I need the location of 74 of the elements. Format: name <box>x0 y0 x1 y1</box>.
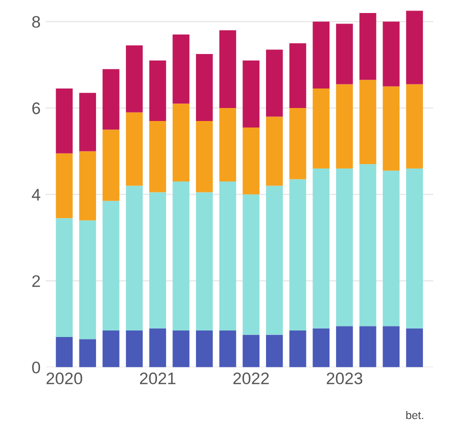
bar <box>102 130 120 201</box>
bar <box>359 164 376 326</box>
bar <box>242 60 260 128</box>
bar <box>219 181 236 330</box>
x-tick-label: 2022 <box>233 372 269 384</box>
bar <box>149 120 166 192</box>
bar <box>196 120 213 192</box>
bar <box>242 334 260 368</box>
bar <box>56 218 73 337</box>
bar <box>336 24 353 84</box>
bar <box>126 45 143 112</box>
text: bet. <box>406 410 424 420</box>
bar <box>172 34 190 104</box>
bar <box>382 86 400 171</box>
bar <box>336 84 353 168</box>
bar <box>56 153 73 218</box>
bar <box>79 339 96 368</box>
bar <box>102 200 120 330</box>
bar <box>242 127 260 194</box>
bar <box>79 220 96 340</box>
bar <box>79 151 96 220</box>
bar <box>359 12 376 80</box>
bar <box>126 112 143 186</box>
bar <box>312 88 330 168</box>
bar <box>266 186 283 335</box>
x-tick-label: 2021 <box>140 372 176 384</box>
bar <box>219 108 236 182</box>
bar <box>382 170 400 326</box>
bar <box>359 80 376 164</box>
x-tick-label: 2020 <box>46 372 82 384</box>
bar <box>126 330 143 368</box>
bar <box>312 168 330 328</box>
y-tick-label: 0 <box>32 362 40 374</box>
bar <box>382 326 400 368</box>
bar <box>102 69 120 130</box>
bar <box>382 22 400 86</box>
bar <box>149 192 166 328</box>
bar <box>312 22 330 89</box>
bar <box>172 104 190 182</box>
y-tick-label: 8 <box>32 16 40 28</box>
bar <box>149 328 166 368</box>
y-tick-label: 2 <box>32 275 40 287</box>
bar <box>172 181 190 330</box>
bar <box>126 186 143 330</box>
bar <box>196 330 213 368</box>
bar <box>219 30 236 108</box>
bar <box>289 330 306 368</box>
bar <box>266 116 283 186</box>
bar <box>406 328 423 368</box>
bar <box>149 60 166 121</box>
bar <box>289 108 306 180</box>
bar <box>219 330 236 368</box>
y-tick-label: 6 <box>32 102 40 114</box>
bar <box>406 10 423 84</box>
bar <box>266 334 283 368</box>
bar <box>406 168 423 328</box>
bar <box>289 43 306 108</box>
x-tick-label: 2023 <box>326 372 362 384</box>
bar <box>359 326 376 368</box>
bar <box>336 168 353 326</box>
bar <box>336 326 353 368</box>
y-tick-label: 4 <box>32 188 40 200</box>
bar <box>312 328 330 368</box>
bar <box>56 336 73 368</box>
bar <box>196 192 213 330</box>
bar <box>56 88 73 154</box>
bar <box>102 330 120 368</box>
bar <box>289 179 306 330</box>
bar <box>172 330 190 368</box>
bar <box>79 92 96 152</box>
bar <box>406 84 423 168</box>
bar <box>196 54 213 121</box>
bar <box>242 194 260 335</box>
bar <box>266 50 283 117</box>
